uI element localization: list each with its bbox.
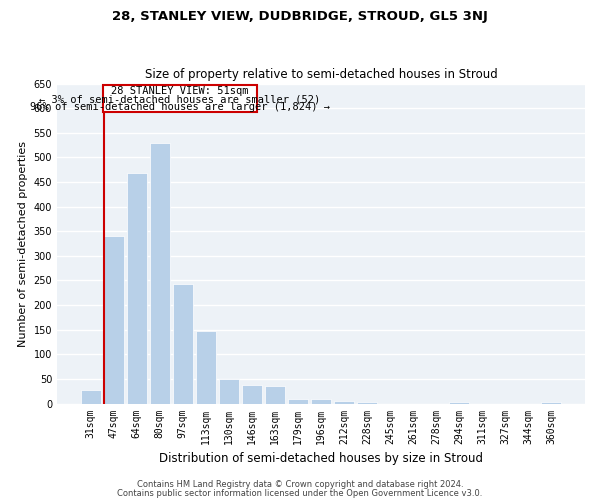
- Text: 28 STANLEY VIEW: 51sqm: 28 STANLEY VIEW: 51sqm: [111, 86, 248, 97]
- Bar: [541, 402, 561, 404]
- Title: Size of property relative to semi-detached houses in Stroud: Size of property relative to semi-detach…: [145, 68, 497, 81]
- Text: Contains HM Land Registry data © Crown copyright and database right 2024.: Contains HM Land Registry data © Crown c…: [137, 480, 463, 489]
- Bar: [219, 379, 239, 404]
- Bar: [265, 386, 285, 404]
- Bar: [196, 330, 215, 404]
- Bar: [81, 390, 101, 404]
- Bar: [334, 401, 354, 404]
- Bar: [242, 385, 262, 404]
- Bar: [127, 173, 146, 404]
- Bar: [357, 402, 377, 404]
- FancyBboxPatch shape: [103, 84, 257, 112]
- Text: 96% of semi-detached houses are larger (1,824) →: 96% of semi-detached houses are larger (…: [29, 102, 329, 112]
- Bar: [288, 398, 308, 404]
- Bar: [104, 236, 124, 404]
- Bar: [173, 284, 193, 404]
- Bar: [449, 402, 469, 404]
- X-axis label: Distribution of semi-detached houses by size in Stroud: Distribution of semi-detached houses by …: [159, 452, 483, 465]
- Bar: [311, 398, 331, 404]
- Text: Contains public sector information licensed under the Open Government Licence v3: Contains public sector information licen…: [118, 488, 482, 498]
- Text: 28, STANLEY VIEW, DUDBRIDGE, STROUD, GL5 3NJ: 28, STANLEY VIEW, DUDBRIDGE, STROUD, GL5…: [112, 10, 488, 23]
- Y-axis label: Number of semi-detached properties: Number of semi-detached properties: [18, 140, 28, 346]
- Text: ← 3% of semi-detached houses are smaller (52): ← 3% of semi-detached houses are smaller…: [39, 94, 320, 104]
- Bar: [150, 142, 170, 404]
